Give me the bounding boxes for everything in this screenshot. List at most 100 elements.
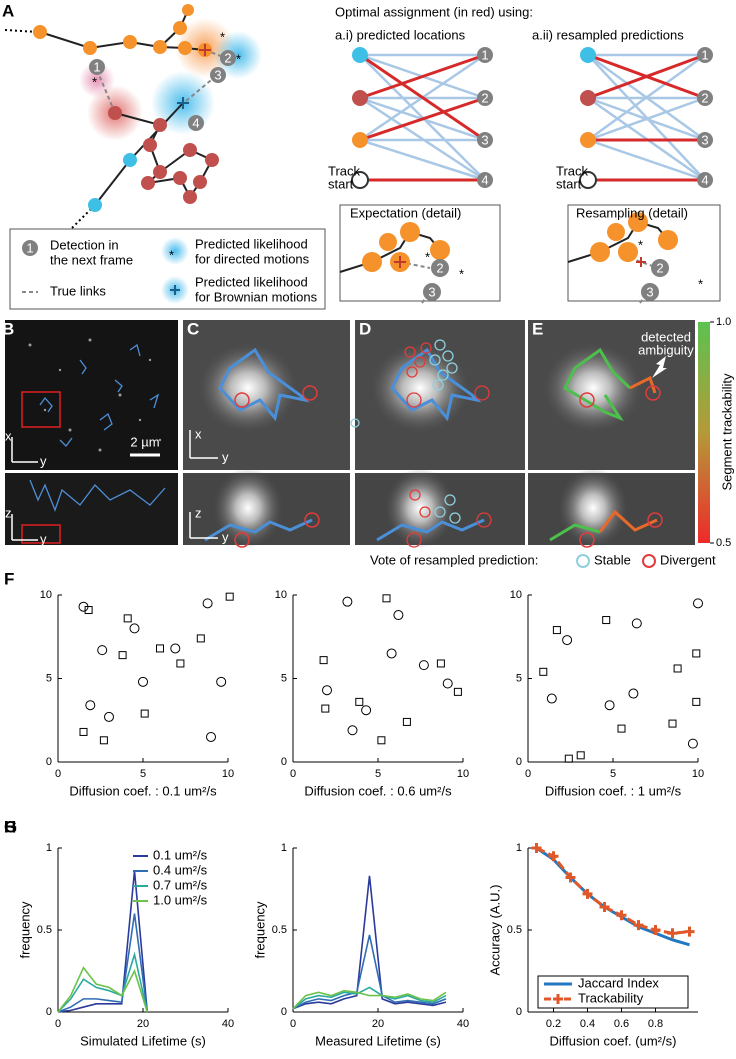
square-marker [552,626,561,635]
circle-marker [628,688,639,699]
circle-marker [693,598,703,609]
legend-label: Trackability [578,990,644,1005]
track-diagram-shape-shape [188,115,204,131]
microscopy-images-shape [21,391,61,428]
track-node [580,90,596,106]
square-marker [576,751,585,760]
square-marker [436,659,445,668]
detection-label: 2 [224,50,231,65]
track-start-label: Track [556,163,589,178]
microscopy-images-shape [549,523,601,542]
x-tick-label: 0.2 [546,1018,561,1030]
detail-boxes-shape [362,222,450,272]
detection-label: 2 [481,90,488,105]
axis-letter: z [195,505,202,520]
legend-box [537,975,689,1009]
x-axis-label: Measured Lifetime (s) [315,1033,441,1048]
detail-boxes-shape-shape [658,230,678,250]
x-tick-label: 40 [222,1018,234,1030]
legend-label: 0.1 um²/s [153,847,208,862]
series-line [292,875,447,1010]
x-axis-label: Diffusion coef. : 0.6 um²/s [304,783,452,798]
microscopy-images-shape-shape [79,359,87,375]
track-diagram-shape [33,4,212,57]
microscopy-images-shape [579,532,595,548]
microscopy-images-shape [543,343,643,433]
microscopy-images-shape-shape [414,356,426,368]
y-axis-label: Accuracy (A.U.) [487,884,502,975]
circle-marker [546,693,557,704]
x-tick-label: 5 [140,768,146,780]
microscopy-images-shape-shape [429,354,441,366]
scale-bar-label: 2 µm [130,434,159,449]
microscopy-images-shape-shape [404,346,416,358]
legend-label: Jaccard Index [578,975,659,990]
track-diagram-shape [108,106,219,204]
microscopy-images-shape [29,343,166,512]
candidate-link [587,138,706,182]
microscopy-images-shape [579,392,595,408]
panel-letter: E [532,319,543,338]
circle-marker [85,700,96,711]
track-diagram-shape-shape [123,35,137,49]
axis-letter: x [5,428,12,443]
plus-marker [582,888,593,899]
y-tick-label: 0 [46,1006,52,1018]
detail-boxes-shape [590,212,678,262]
microscopy-images-shape [645,385,661,401]
detail-title: Expectation (detail) [350,205,461,220]
circle-marker [386,648,397,659]
microscopy-images-shape [234,532,250,548]
detail-boxes-shape-shape [590,242,610,262]
panel-letter: H [4,817,16,836]
detail-boxes-shape [639,291,649,304]
microscopy-images-shape-shape [29,479,166,512]
microscopy-images-shape-shape [39,396,53,413]
x-tick-label: 0 [525,768,531,780]
track-diagram-shape: * [92,74,97,89]
microscopy-images-shape [558,468,628,548]
microscopy-images-shape [563,347,632,422]
microscopy-images-shape-shape [444,494,456,506]
axis-letter: x [195,426,202,441]
x-tick-label: 0.4 [580,1018,595,1030]
microscopy-images-shape-shape [409,489,421,501]
square-marker [355,697,364,706]
detail-boxes-shape [394,256,406,268]
subtitle: a.ii) resampled predictions [532,27,684,42]
circle-marker [393,610,404,621]
y-tick-label: 0 [516,1006,522,1018]
plus-marker [667,928,678,939]
microscopy-images [5,320,710,548]
square-marker [564,754,573,763]
microscopy-images-shape-shape [419,506,431,518]
microscopy-images-shape-shape [420,342,432,354]
legend-swatch [553,994,563,1004]
x-tick-label: 0.8 [648,1018,663,1030]
series-line [57,870,149,1013]
microscopy-images-shape-shape [148,358,152,362]
circle-marker [342,596,353,607]
x-tick-label: 0 [290,768,296,780]
legend-box-shape [22,240,38,256]
square-marker [84,606,93,615]
square-marker [402,717,411,726]
square-marker [692,697,701,706]
detection-node [477,132,493,148]
track-diagram-shape-shape [178,41,192,55]
series-line [57,913,149,1013]
detail-boxes-shape: * [425,249,430,264]
legend-box-shape [161,237,189,265]
microscopy-images-shape-shape [114,379,123,393]
microscopy-images-shape-shape [43,408,47,412]
microscopy-images-shape [189,430,218,539]
detection-label: 3 [428,284,435,299]
microscopy-images-shape [11,437,38,541]
track-diagram-shape-shape [173,171,187,185]
vote-label: Vote of resampled prediction: [370,552,538,567]
microscopy-images-shape-shape [476,512,492,528]
square-marker [382,594,391,603]
track-diagram-shape-shape [89,59,105,75]
detail-boxes-shape [339,204,501,302]
